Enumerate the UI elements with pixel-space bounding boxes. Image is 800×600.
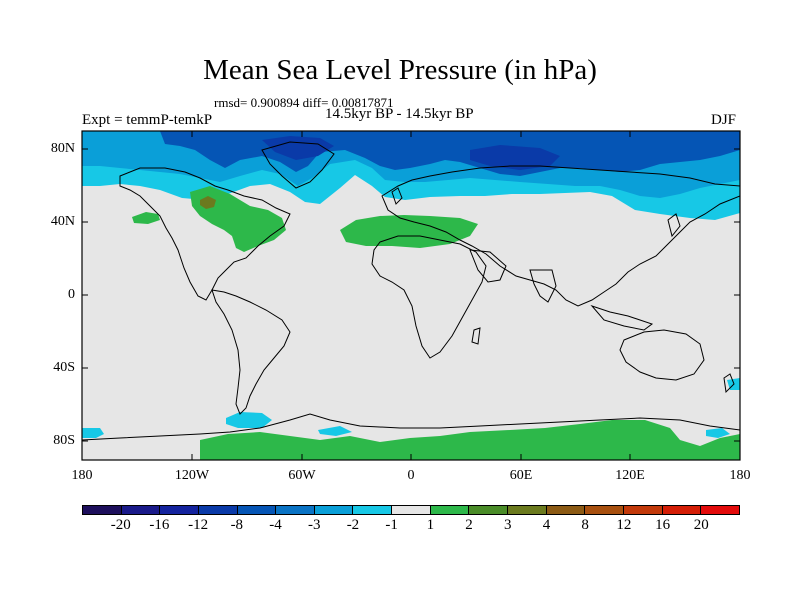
colorbar-swatch xyxy=(314,506,354,514)
colorbar-label: 12 xyxy=(616,517,632,533)
colorbar-swatch xyxy=(508,506,547,514)
negative-anomaly-southern-ocean-5 xyxy=(706,428,730,438)
period-label: 14.5kyr BP - 14.5kyr BP xyxy=(325,106,474,122)
colorbar-label: 2 xyxy=(465,517,473,533)
colorbar-swatch xyxy=(546,506,586,514)
colorbar-swatch xyxy=(198,506,238,514)
colorbar-swatch xyxy=(83,506,122,514)
lon-label-180e: 180 xyxy=(729,468,751,483)
season-label: DJF xyxy=(711,112,737,128)
colorbar-label: 4 xyxy=(542,517,551,533)
colorbar-swatch xyxy=(585,506,624,514)
positive-anomaly-antarctica xyxy=(200,420,740,460)
lat-label-40n: 40N xyxy=(50,214,75,229)
colorbar-swatch xyxy=(237,506,277,514)
colorbar-label: -12 xyxy=(188,517,209,533)
negative-anomaly-southern-ocean-1 xyxy=(226,412,272,428)
lat-label-0: 0 xyxy=(68,287,75,302)
colorbar xyxy=(82,505,740,515)
colorbar-label: -4 xyxy=(269,517,282,533)
positive-anomaly-mediterranean xyxy=(340,215,478,248)
colorbar-label: 1 xyxy=(426,517,435,533)
colorbar-label: -20 xyxy=(110,517,131,533)
lon-label-120w: 120W xyxy=(174,468,210,483)
experiment-label: Expt = temmP-temkP xyxy=(82,112,213,128)
colorbar-label: 8 xyxy=(581,517,589,533)
lat-label-80n: 80N xyxy=(50,141,75,156)
negative-anomaly-greenland-deep xyxy=(262,136,334,160)
colorbar-swatch xyxy=(701,506,739,514)
positive-anomaly-north-america-mid xyxy=(200,196,216,209)
rmsd-diff-stats: rmsd= 0.900894 diff= 0.00817871 xyxy=(214,95,394,110)
colorbar-swatch xyxy=(121,506,161,514)
lon-label-180w: 180 xyxy=(71,468,93,483)
colorbar-swatch xyxy=(430,506,470,514)
colorbar-swatch xyxy=(276,506,315,514)
colorbar-label: -8 xyxy=(230,517,244,533)
lat-label-80s: 80S xyxy=(53,433,75,448)
axis-ticks xyxy=(82,131,740,460)
colorbar-label: 3 xyxy=(504,517,512,533)
colorbar-label: -3 xyxy=(307,517,321,533)
colorbar-swatch xyxy=(623,506,663,514)
colorbar-swatch xyxy=(353,506,393,514)
coastlines xyxy=(82,141,740,441)
lon-label-0: 0 xyxy=(407,468,415,483)
lon-label-120e: 120E xyxy=(615,468,645,483)
colorbar-label: 16 xyxy=(655,517,671,533)
colorbar-swatch xyxy=(392,506,431,514)
negative-anomaly-southern-ocean-3 xyxy=(318,426,352,436)
colorbar-label: -1 xyxy=(385,517,398,533)
lat-label-40s: 40S xyxy=(53,360,75,375)
colorbar-label: 20 xyxy=(693,517,709,533)
negative-anomaly-eurasia-deep xyxy=(470,145,560,170)
colorbar-swatch xyxy=(662,506,702,514)
lon-label-60e: 60E xyxy=(509,468,533,483)
map-title: Mean Sea Level Pressure (in hPa) xyxy=(203,54,597,86)
colorbar-label: -16 xyxy=(149,517,170,533)
colorbar-swatch xyxy=(160,506,199,514)
colorbar-label: -2 xyxy=(346,517,360,533)
lon-label-60w: 60W xyxy=(288,468,316,483)
colorbar-swatch xyxy=(469,506,509,514)
positive-anomaly-north-pacific xyxy=(132,212,160,224)
negative-anomaly-southern-ocean-2 xyxy=(82,428,104,438)
